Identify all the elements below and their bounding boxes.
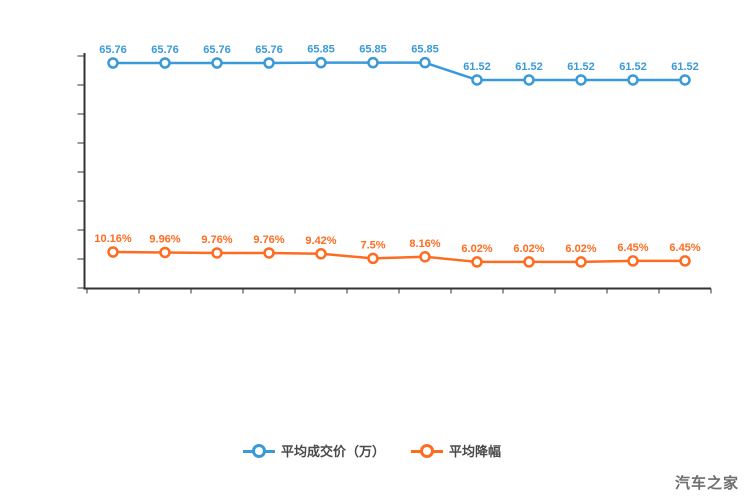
data-label-blue: 61.52 xyxy=(619,61,647,73)
data-point-orange[interactable] xyxy=(679,255,691,267)
data-label-orange: 9.76% xyxy=(253,234,284,246)
data-point-blue[interactable] xyxy=(263,57,275,69)
data-point-orange[interactable] xyxy=(107,246,119,258)
data-point-blue[interactable] xyxy=(315,56,327,69)
data-label-orange: 9.42% xyxy=(305,235,336,247)
legend-marker-icon xyxy=(242,443,275,459)
data-label-orange: 6.02% xyxy=(513,243,544,255)
data-point-blue[interactable] xyxy=(471,74,483,86)
data-point-orange[interactable] xyxy=(315,248,327,260)
legend-label: 平均成交价（万） xyxy=(280,444,385,459)
data-label-orange: 6.45% xyxy=(617,242,648,254)
data-point-orange[interactable] xyxy=(159,246,171,259)
data-label-orange: 9.96% xyxy=(149,233,180,245)
data-point-orange[interactable] xyxy=(575,256,587,268)
data-label-blue: 65.85 xyxy=(359,44,387,56)
data-label-blue: 65.76 xyxy=(203,44,231,56)
watermark-autohome: 汽车之家 xyxy=(674,475,739,492)
data-point-blue[interactable] xyxy=(523,74,535,86)
data-label-orange: 8.16% xyxy=(409,238,440,250)
price-trend-chart: 65.76 65.76 65.76 65.76 65.85 65.85 65.85 61.52… xyxy=(77,44,712,294)
data-point-blue[interactable] xyxy=(107,57,119,69)
data-point-blue[interactable] xyxy=(627,74,639,86)
data-point-blue[interactable] xyxy=(159,57,171,69)
data-label-blue: 61.52 xyxy=(671,61,699,73)
series-line-orange xyxy=(112,250,685,264)
data-label-blue: 65.85 xyxy=(307,44,335,56)
data-point-orange[interactable] xyxy=(471,256,483,268)
data-label-blue: 61.52 xyxy=(567,61,595,73)
data-point-blue[interactable] xyxy=(211,57,223,69)
data-label-blue: 61.52 xyxy=(463,61,491,73)
data-label-blue: 65.76 xyxy=(255,44,283,56)
data-label-orange: 6.02% xyxy=(565,243,596,255)
data-label-orange: 7.5% xyxy=(360,239,385,251)
data-point-blue[interactable] xyxy=(679,74,691,86)
data-label-orange: 6.02% xyxy=(461,243,492,255)
series-line-blue xyxy=(113,61,685,82)
data-label-orange: 9.76% xyxy=(201,234,232,246)
data-point-orange[interactable] xyxy=(627,255,639,267)
legend-marker-icon xyxy=(411,443,443,459)
legend-item-avg-discount[interactable]: 平均降幅 xyxy=(411,441,501,460)
legend-item-avg-price[interactable]: 平均成交价（万） xyxy=(242,441,385,460)
data-point-orange[interactable] xyxy=(419,251,431,263)
legend-marker-circle xyxy=(251,443,266,458)
data-label-blue: 65.76 xyxy=(99,44,127,56)
data-point-orange[interactable] xyxy=(523,256,535,268)
data-point-blue[interactable] xyxy=(367,56,379,69)
data-point-orange[interactable] xyxy=(367,252,379,265)
legend-label: 平均降幅 xyxy=(449,444,502,459)
data-label-orange: 10.16% xyxy=(94,233,132,245)
data-point-orange[interactable] xyxy=(211,247,223,259)
data-label-blue: 65.76 xyxy=(151,44,179,56)
data-label-orange: 6.45% xyxy=(669,242,700,254)
data-label-blue: 61.52 xyxy=(515,61,543,73)
data-point-orange[interactable] xyxy=(263,247,275,259)
data-point-blue[interactable] xyxy=(419,56,431,69)
data-label-blue: 65.85 xyxy=(411,44,439,56)
data-point-blue[interactable] xyxy=(575,74,587,86)
legend: 平均成交价（万） 平均降幅 xyxy=(0,441,744,460)
legend-marker-circle xyxy=(420,443,434,458)
